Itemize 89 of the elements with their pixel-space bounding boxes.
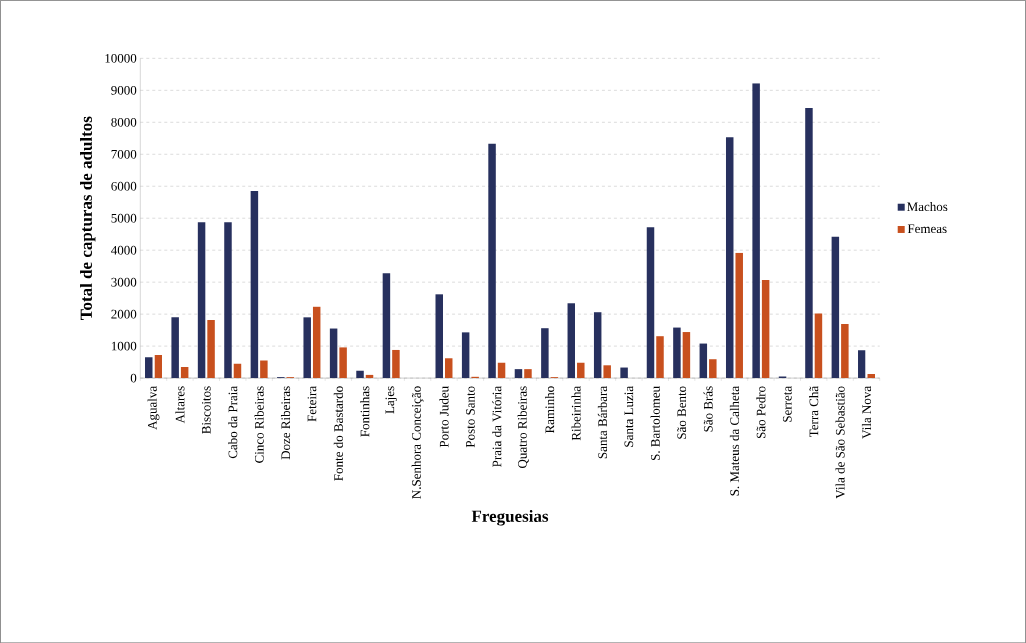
bar [444,358,453,378]
bar [805,107,813,378]
x-tick-label: Santa Bárbara [597,385,608,459]
x-tick-label: Agualva [147,385,160,430]
x-tick-label: Quatro Ribeiras [517,386,529,468]
bar [752,83,760,378]
legend-label: Femeas [907,224,947,233]
bar [673,327,681,378]
y-tick-label: 4000 [111,245,137,255]
bar [497,362,506,378]
x-tick-label: Fonte do Bastardo [333,386,343,481]
bar [382,273,391,378]
bar [646,227,655,378]
y-tick-label: 1000 [111,341,137,351]
bar [858,350,866,378]
x-tick-label: São Brás [703,386,713,432]
bar [867,373,876,378]
bar [312,306,321,378]
bar [250,190,259,378]
bar [524,369,532,378]
x-tick-label: Vila Nova [861,385,872,439]
y-tick-label: 5000 [111,213,137,223]
x-tick-label: Fontinhas [360,386,370,437]
x-tick-label: Doze Ribeiras [280,386,291,460]
bar [699,343,708,378]
x-tick-label: Raminho [545,386,555,433]
bar [260,360,268,378]
bar [514,369,523,378]
bar [841,323,849,378]
x-tick-label: Serreta [782,385,792,422]
bar [145,357,153,378]
bar [620,367,628,378]
x-tick-label: Posto Santo [466,386,475,448]
x-axis-title: Freguesias [471,509,549,526]
x-tick-label: N.Senhora Conceição [411,386,424,499]
bar [567,303,576,378]
x-tick-label: Biscoitos [201,386,211,434]
bar [461,332,470,378]
bar [541,328,549,378]
bar [435,294,443,378]
bar [339,347,347,378]
bar [392,349,400,378]
x-tick-label: Terra Chã [809,385,819,437]
bar [725,137,734,378]
bar [197,222,206,378]
bar [224,222,232,378]
y-tick-label: 0 [130,373,137,383]
bar [761,279,770,378]
x-tick-label: Altares [175,386,185,424]
bar [682,331,691,378]
bar [831,236,840,378]
y-axis-title: Total de capturas de adultos [80,116,96,320]
bar [303,317,311,378]
y-tick-label: 6000 [111,181,137,191]
x-tick-label: S. Mateus da Calheta [729,385,740,496]
x-tick-label: Praia da Vitória [492,385,502,467]
x-tick-label: São Pedro [756,386,766,438]
y-tick-label: 2000 [111,309,137,319]
bar [709,359,717,378]
x-tick-label: Santa Luzia [624,385,634,447]
bar [656,336,664,378]
bar [488,143,496,378]
bar [603,365,611,378]
bar [735,252,743,378]
y-tick-label: 3000 [111,277,137,287]
y-tick-label: 9000 [111,85,137,95]
x-tick-label: Cabo da Praia [228,385,238,459]
bar [154,354,162,378]
legend-label: Machos [907,201,948,211]
x-tick-label: Porto Judeu [439,385,449,448]
x-tick-label: Ribeirinha [571,385,581,441]
bar [356,370,364,378]
x-tick-label: Lajes [385,386,397,414]
bar [171,317,179,378]
x-tick-label: Vila de São Sebastião [835,386,845,499]
bar [207,319,215,378]
x-tick-label: São Bento [677,386,687,439]
bar [577,362,585,378]
y-tick-label: 8000 [111,117,137,127]
x-tick-label: Cinco Ribeiras [254,386,264,463]
x-tick-label: Feteira [307,385,317,422]
bar [329,328,338,378]
bar [180,366,189,378]
bar [814,313,823,378]
y-tick-label: 7000 [111,149,137,159]
bar [233,363,242,378]
bar [593,312,602,378]
x-tick-label: S. Bartolomeu [650,385,660,460]
y-tick-label: 10000 [105,53,137,63]
